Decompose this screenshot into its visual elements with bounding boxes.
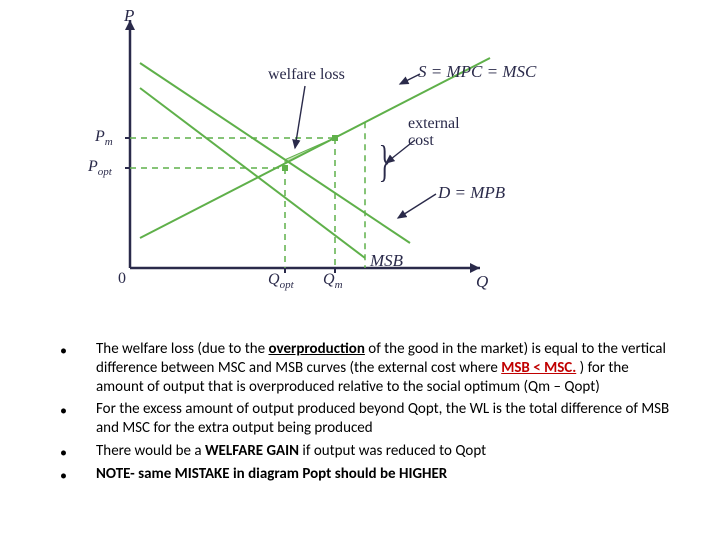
- origin-label: 0: [118, 270, 126, 288]
- demand-label: D = MPB: [438, 183, 505, 203]
- external-cost-annot: external cost: [408, 116, 478, 150]
- msb-label: MSB: [370, 251, 403, 271]
- bullet-list: •The welfare loss (due to the overproduc…: [60, 340, 670, 489]
- external-cost-brace: }: [379, 136, 391, 187]
- bullet-item: •There would be a WELFARE GAIN if output…: [60, 442, 670, 462]
- x-axis-label: Q: [476, 272, 488, 292]
- popt-label: Popt: [88, 158, 112, 178]
- pm-label: Pm: [95, 128, 113, 148]
- welfare-loss-annot: welfare loss: [268, 66, 345, 84]
- y-axis-label: P: [124, 6, 134, 26]
- bullet-item: •NOTE- same MISTAKE in diagram Popt shou…: [60, 465, 670, 485]
- qm-label: Qm: [323, 271, 343, 291]
- qopt-label: Qopt: [268, 271, 294, 291]
- supply-label: S = MPC = MSC: [418, 62, 536, 82]
- bullet-item: •For the excess amount of output produce…: [60, 400, 670, 438]
- diagram-svg: [80, 8, 540, 318]
- externality-diagram: P Q 0 Pm Popt Qopt Qm S = MPC = MSC D = …: [80, 8, 540, 318]
- bullet-item: •The welfare loss (due to the overproduc…: [60, 340, 670, 396]
